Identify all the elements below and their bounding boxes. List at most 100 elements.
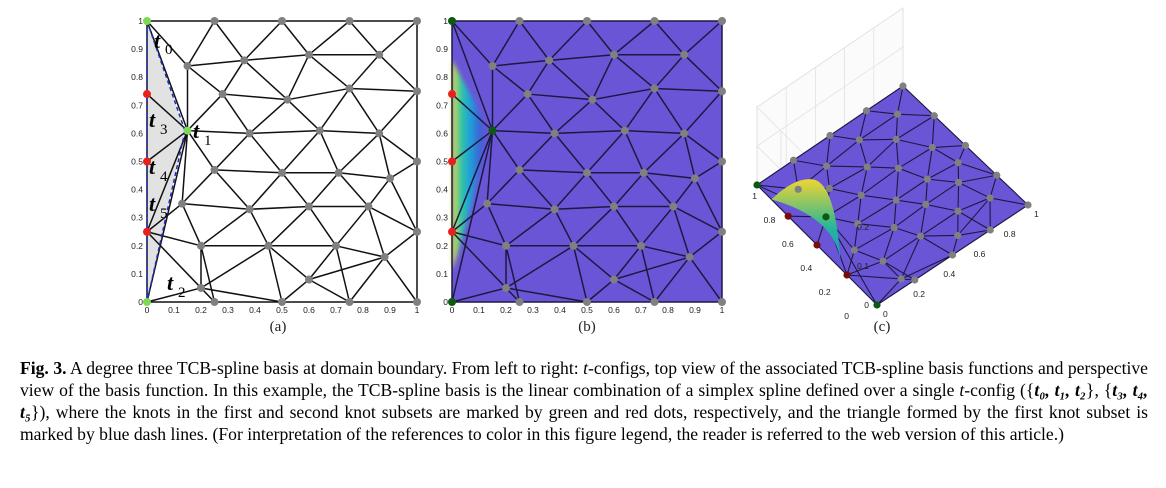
panel-a-label: (a) — [270, 319, 287, 335]
mesh-edge — [591, 54, 615, 101]
panel-c-plot: 0 0.1 0.2 1 0.8 0.6 0.4 0.2 0 0 0.2 0.4 0.6 0.8 1 (c) — [752, 7, 1039, 335]
t4-main: t — [149, 154, 156, 179]
surface-mesh-edge — [895, 139, 900, 169]
caption-text-1: A degree three TCB-spline basis at domai… — [66, 358, 584, 378]
x-tick-label: 0.8 — [1004, 229, 1016, 239]
surface-mesh-edge — [826, 165, 868, 168]
surface-mesh-edge — [965, 145, 998, 176]
surface-mesh-edge — [896, 138, 933, 149]
surface-mesh-edge — [882, 260, 902, 280]
mesh-edge — [348, 256, 386, 303]
mesh-edge — [694, 178, 723, 233]
surface-mesh-edge — [756, 184, 789, 217]
mesh-edge — [451, 20, 494, 131]
caption-set-2: t₃, t₄, t₅ — [20, 380, 1148, 422]
mesh-edge — [613, 256, 690, 281]
surface-mesh-edge — [866, 138, 897, 168]
mesh-edge — [613, 278, 655, 303]
surface-mesh-edge — [893, 227, 921, 237]
mesh-knot — [334, 168, 343, 177]
y-tick-label: 0.6 — [436, 128, 448, 138]
t0-label: t 0 — [154, 28, 173, 58]
mesh-edge — [572, 245, 588, 303]
t0-main: t — [154, 28, 161, 53]
mesh-edge — [505, 208, 556, 247]
surface-mesh-edge — [895, 115, 935, 140]
surface-mesh-edge — [957, 182, 960, 212]
x-tick-label: 0.2 — [195, 305, 207, 315]
x-tick-label: 0 — [450, 305, 455, 315]
knots — [143, 17, 421, 306]
mesh-edge — [319, 130, 340, 174]
mesh-edge — [519, 169, 588, 174]
mesh-edge — [335, 205, 369, 247]
red-knot — [448, 227, 456, 236]
t2-main: t — [167, 270, 174, 295]
mesh-edge — [492, 129, 555, 135]
mesh-edge — [249, 172, 283, 210]
mesh-knot — [550, 205, 559, 214]
mesh-knot — [718, 157, 726, 166]
surface-knot — [825, 184, 834, 193]
mesh-edge — [451, 231, 507, 247]
y-tick-label: 0.1 — [131, 269, 143, 279]
basis-peak — [771, 179, 841, 269]
surface-mesh-edge — [900, 254, 953, 280]
mesh-edge — [554, 205, 615, 211]
mesh-knot — [413, 157, 421, 166]
mesh-edge — [308, 54, 350, 90]
mesh-edge — [187, 65, 224, 95]
surface-knot — [922, 200, 930, 209]
mesh-edge — [591, 99, 626, 132]
mesh-edge — [505, 287, 588, 303]
y-tick-label: 0.7 — [131, 100, 143, 110]
red-knot — [143, 227, 151, 236]
mesh-edge — [548, 20, 588, 61]
mesh-edge — [451, 231, 507, 289]
surface-mesh-edge — [893, 199, 897, 228]
mesh-edge — [308, 278, 350, 303]
x-tick-label: 0.7 — [635, 305, 647, 315]
mesh-knot — [245, 205, 254, 214]
mesh-knot — [620, 126, 629, 135]
mesh-knot — [278, 17, 286, 25]
mesh-knot — [413, 227, 421, 236]
surface-knot — [879, 257, 887, 265]
mesh-knot — [610, 275, 618, 284]
mesh-edge — [287, 87, 350, 101]
mesh-knot — [413, 87, 421, 96]
mesh-edge — [548, 59, 593, 101]
surface-knot — [857, 191, 865, 199]
mesh-edge — [683, 54, 723, 92]
mesh-edge — [378, 20, 418, 56]
mesh-edge — [221, 59, 245, 95]
mesh-edge — [213, 20, 245, 61]
red-knot — [448, 157, 456, 166]
mesh-knot — [718, 298, 726, 306]
mesh-edge — [643, 172, 674, 207]
surface-knot — [855, 136, 863, 144]
first-knot-triangle-shade — [147, 21, 185, 302]
surface-mesh-edge — [866, 85, 904, 112]
mesh-knot — [345, 298, 354, 306]
surface-knot — [954, 207, 962, 215]
mesh-edge — [249, 129, 320, 135]
mesh-edge — [308, 172, 340, 207]
mesh-knot — [183, 61, 192, 70]
mesh-edge — [389, 160, 418, 179]
surface-knot — [863, 163, 871, 171]
caption-text-2: -configs, top view of the associated TCB… — [20, 358, 1148, 400]
mesh-edge — [146, 231, 202, 289]
surface-mesh-edge — [854, 227, 895, 251]
mesh-edge — [286, 99, 321, 132]
surface-mesh-edge — [957, 229, 991, 236]
y-tick-label: 0 — [138, 297, 143, 307]
surface-mesh-edge — [826, 166, 830, 189]
green-knot — [873, 301, 881, 309]
t2-sub: 2 — [178, 285, 186, 301]
mesh-edge — [187, 129, 250, 135]
mesh-knot — [650, 298, 659, 306]
mesh-edge — [518, 20, 550, 61]
green-knot — [753, 181, 761, 189]
mesh-edge — [653, 20, 685, 56]
